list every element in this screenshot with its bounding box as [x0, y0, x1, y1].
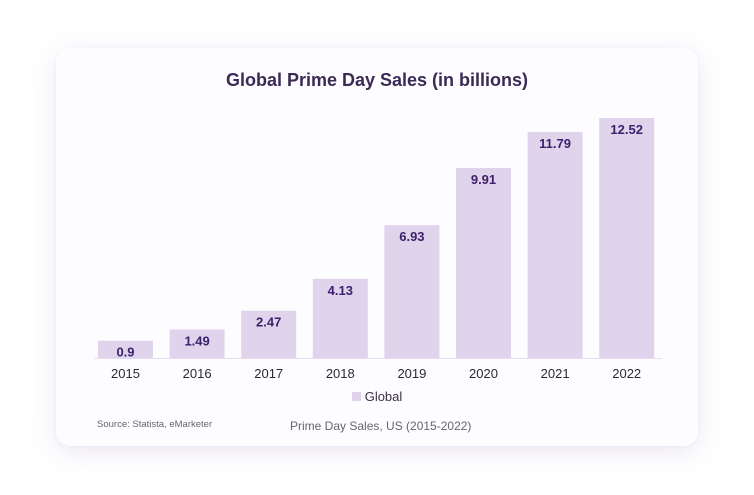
bar-value-label-2015: 0.9 — [116, 345, 134, 360]
bar-value-label-2016: 1.49 — [184, 333, 209, 348]
source-note: Source: Statista, eMarketer — [97, 419, 213, 430]
x-tick-label-2016: 2016 — [183, 366, 212, 381]
x-tick-label-2020: 2020 — [469, 366, 498, 381]
chart-subtitle: Prime Day Sales, US (2015-2022) — [290, 419, 472, 433]
legend-swatch — [351, 392, 361, 401]
bar-labels-layer: 0.9 1.49 2.47 4.13 6.93 9.91 11.79 12.52 — [116, 122, 643, 360]
bar-value-label-2021: 11.79 — [539, 136, 571, 151]
x-tick-label-2018: 2018 — [326, 366, 355, 381]
x-tick-label-2022: 2022 — [612, 366, 641, 381]
bar-2016 — [169, 329, 225, 358]
bar-value-label-2017: 2.47 — [256, 315, 281, 330]
bars-layer — [98, 118, 655, 358]
bar-2020 — [456, 168, 511, 358]
bar-2022 — [599, 118, 655, 358]
bar-2017 — [241, 310, 297, 358]
x-tick-label-2017: 2017 — [254, 366, 283, 381]
x-tick-label-2021: 2021 — [541, 366, 570, 381]
x-tick-label-2019: 2019 — [397, 366, 426, 381]
bar-2015 — [98, 340, 153, 358]
bar-value-label-2022: 12.52 — [610, 122, 643, 137]
x-tick-label-2015: 2015 — [111, 366, 140, 381]
chart-card — [56, 48, 698, 446]
bar-2021 — [527, 132, 583, 358]
x-tick-labels-layer: 2015 2016 2017 2018 2019 2020 2021 2022 — [111, 366, 641, 381]
bar-value-label-2019: 6.93 — [399, 229, 424, 244]
chart-title: Global Prime Day Sales (in billions) — [225, 70, 529, 90]
bar-value-label-2020: 9.91 — [471, 172, 496, 187]
bar-2018 — [312, 278, 368, 358]
legend: Global — [0, 389, 754, 404]
bar-value-label-2018: 4.13 — [328, 283, 353, 298]
legend-label: Global — [364, 389, 403, 404]
bar-2019 — [384, 225, 440, 358]
